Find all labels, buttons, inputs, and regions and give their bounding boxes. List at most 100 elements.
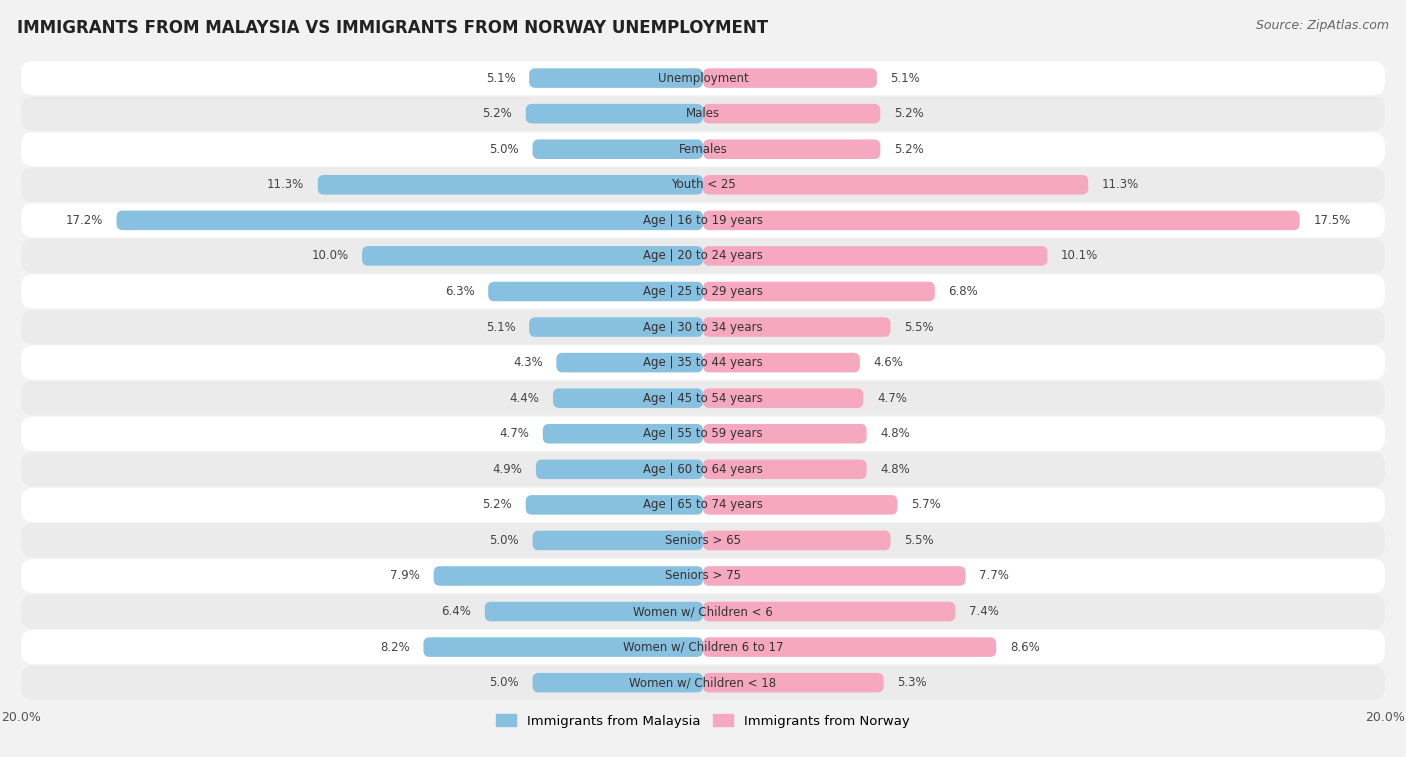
Text: 4.3%: 4.3% <box>513 356 543 369</box>
FancyBboxPatch shape <box>21 310 1385 344</box>
FancyBboxPatch shape <box>423 637 703 657</box>
FancyBboxPatch shape <box>533 531 703 550</box>
Text: 5.2%: 5.2% <box>482 498 512 512</box>
FancyBboxPatch shape <box>21 452 1385 486</box>
FancyBboxPatch shape <box>703 353 860 372</box>
FancyBboxPatch shape <box>21 239 1385 273</box>
Text: Seniors > 65: Seniors > 65 <box>665 534 741 547</box>
Text: Source: ZipAtlas.com: Source: ZipAtlas.com <box>1256 19 1389 32</box>
Legend: Immigrants from Malaysia, Immigrants from Norway: Immigrants from Malaysia, Immigrants fro… <box>491 709 915 733</box>
FancyBboxPatch shape <box>703 282 935 301</box>
Text: 5.0%: 5.0% <box>489 676 519 689</box>
Text: 7.7%: 7.7% <box>979 569 1010 582</box>
FancyBboxPatch shape <box>21 132 1385 167</box>
FancyBboxPatch shape <box>21 416 1385 451</box>
FancyBboxPatch shape <box>21 381 1385 416</box>
FancyBboxPatch shape <box>543 424 703 444</box>
Text: Women w/ Children < 6: Women w/ Children < 6 <box>633 605 773 618</box>
Text: Age | 65 to 74 years: Age | 65 to 74 years <box>643 498 763 512</box>
FancyBboxPatch shape <box>21 204 1385 238</box>
FancyBboxPatch shape <box>703 388 863 408</box>
Text: 7.4%: 7.4% <box>969 605 998 618</box>
FancyBboxPatch shape <box>703 495 897 515</box>
FancyBboxPatch shape <box>703 424 866 444</box>
FancyBboxPatch shape <box>526 495 703 515</box>
Text: 5.1%: 5.1% <box>890 72 921 85</box>
FancyBboxPatch shape <box>533 139 703 159</box>
FancyBboxPatch shape <box>703 566 966 586</box>
FancyBboxPatch shape <box>557 353 703 372</box>
Text: Age | 45 to 54 years: Age | 45 to 54 years <box>643 391 763 405</box>
Text: Unemployment: Unemployment <box>658 72 748 85</box>
FancyBboxPatch shape <box>703 104 880 123</box>
Text: 10.0%: 10.0% <box>311 249 349 263</box>
Text: 6.3%: 6.3% <box>444 285 475 298</box>
Text: 5.1%: 5.1% <box>485 72 516 85</box>
FancyBboxPatch shape <box>703 531 890 550</box>
Text: 17.2%: 17.2% <box>66 214 103 227</box>
FancyBboxPatch shape <box>21 61 1385 95</box>
Text: 5.2%: 5.2% <box>894 107 924 120</box>
FancyBboxPatch shape <box>21 523 1385 557</box>
Text: 4.9%: 4.9% <box>492 463 522 476</box>
Text: Males: Males <box>686 107 720 120</box>
Text: 8.2%: 8.2% <box>380 640 409 653</box>
Text: Women w/ Children < 18: Women w/ Children < 18 <box>630 676 776 689</box>
Text: 4.6%: 4.6% <box>873 356 903 369</box>
FancyBboxPatch shape <box>526 104 703 123</box>
FancyBboxPatch shape <box>488 282 703 301</box>
FancyBboxPatch shape <box>21 168 1385 202</box>
Text: 6.8%: 6.8% <box>949 285 979 298</box>
FancyBboxPatch shape <box>529 317 703 337</box>
Text: Age | 25 to 29 years: Age | 25 to 29 years <box>643 285 763 298</box>
FancyBboxPatch shape <box>21 559 1385 593</box>
Text: 5.2%: 5.2% <box>482 107 512 120</box>
FancyBboxPatch shape <box>703 210 1299 230</box>
FancyBboxPatch shape <box>21 345 1385 380</box>
Text: Women w/ Children 6 to 17: Women w/ Children 6 to 17 <box>623 640 783 653</box>
FancyBboxPatch shape <box>363 246 703 266</box>
Text: Age | 30 to 34 years: Age | 30 to 34 years <box>643 320 763 334</box>
FancyBboxPatch shape <box>703 637 997 657</box>
FancyBboxPatch shape <box>485 602 703 621</box>
FancyBboxPatch shape <box>21 630 1385 664</box>
Text: 4.8%: 4.8% <box>880 427 910 441</box>
FancyBboxPatch shape <box>703 139 880 159</box>
Text: 7.9%: 7.9% <box>389 569 420 582</box>
Text: Age | 55 to 59 years: Age | 55 to 59 years <box>643 427 763 441</box>
Text: Age | 60 to 64 years: Age | 60 to 64 years <box>643 463 763 476</box>
Text: Females: Females <box>679 143 727 156</box>
FancyBboxPatch shape <box>703 68 877 88</box>
FancyBboxPatch shape <box>703 602 955 621</box>
FancyBboxPatch shape <box>553 388 703 408</box>
FancyBboxPatch shape <box>703 175 1088 195</box>
Text: IMMIGRANTS FROM MALAYSIA VS IMMIGRANTS FROM NORWAY UNEMPLOYMENT: IMMIGRANTS FROM MALAYSIA VS IMMIGRANTS F… <box>17 19 768 37</box>
FancyBboxPatch shape <box>21 665 1385 699</box>
FancyBboxPatch shape <box>21 275 1385 309</box>
FancyBboxPatch shape <box>117 210 703 230</box>
Text: 5.5%: 5.5% <box>904 534 934 547</box>
Text: Seniors > 75: Seniors > 75 <box>665 569 741 582</box>
Text: Age | 20 to 24 years: Age | 20 to 24 years <box>643 249 763 263</box>
Text: Age | 35 to 44 years: Age | 35 to 44 years <box>643 356 763 369</box>
Text: 6.4%: 6.4% <box>441 605 471 618</box>
Text: 4.4%: 4.4% <box>509 391 540 405</box>
FancyBboxPatch shape <box>703 459 866 479</box>
FancyBboxPatch shape <box>21 488 1385 522</box>
FancyBboxPatch shape <box>703 673 884 693</box>
FancyBboxPatch shape <box>318 175 703 195</box>
FancyBboxPatch shape <box>703 246 1047 266</box>
Text: 5.5%: 5.5% <box>904 320 934 334</box>
Text: Age | 16 to 19 years: Age | 16 to 19 years <box>643 214 763 227</box>
FancyBboxPatch shape <box>703 317 890 337</box>
FancyBboxPatch shape <box>536 459 703 479</box>
Text: 11.3%: 11.3% <box>267 179 304 192</box>
Text: 10.1%: 10.1% <box>1062 249 1098 263</box>
Text: 5.1%: 5.1% <box>485 320 516 334</box>
Text: 5.0%: 5.0% <box>489 534 519 547</box>
FancyBboxPatch shape <box>21 97 1385 131</box>
FancyBboxPatch shape <box>433 566 703 586</box>
Text: Youth < 25: Youth < 25 <box>671 179 735 192</box>
Text: 4.7%: 4.7% <box>877 391 907 405</box>
Text: 5.7%: 5.7% <box>911 498 941 512</box>
